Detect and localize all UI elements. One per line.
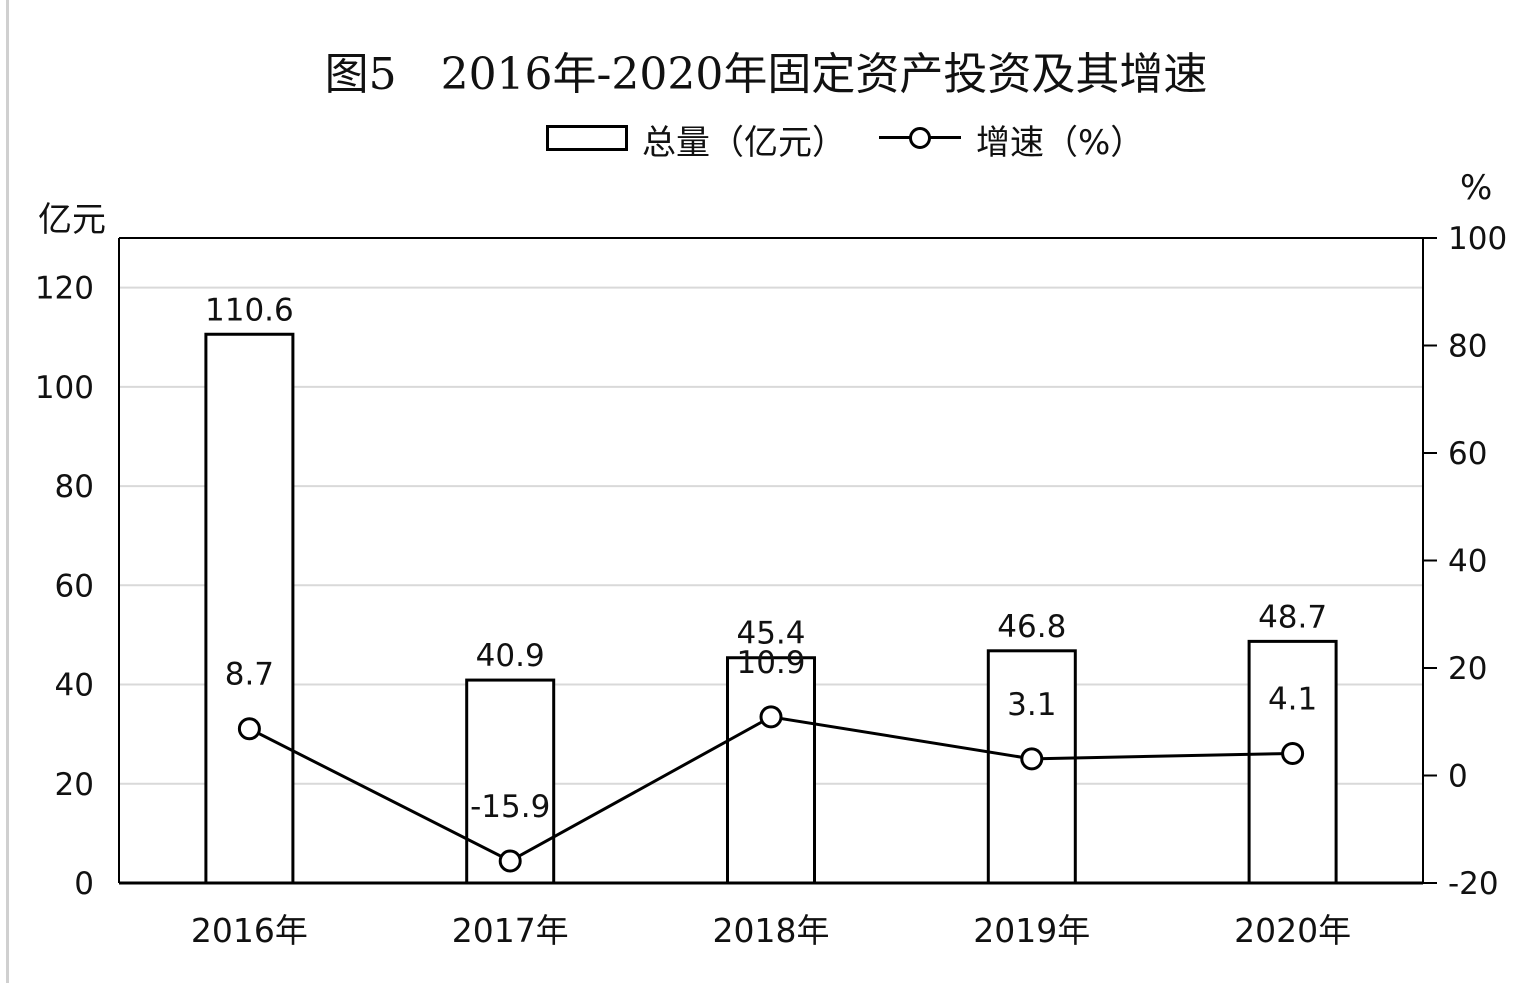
category-label: 2019年 [973,911,1090,950]
category-label: 2016年 [191,911,308,950]
bar [1247,639,1338,885]
growth-point-marker [498,849,522,873]
right-tick-label: 40 [1448,544,1487,580]
category-label: 2017年 [452,911,569,950]
left-tick-label: 100 [35,370,94,406]
left-tick-label: 0 [74,866,94,902]
growth-value-label: -15.9 [470,789,550,825]
bar-value-label: 40.9 [476,638,545,674]
growth-point-marker [1020,747,1044,771]
right-axis-unit: % [1460,168,1493,208]
bar-value-label: 48.7 [1258,599,1327,635]
right-tick-label: -20 [1448,866,1499,902]
chart-title: 图5 2016年-2020年固定资产投资及其增速 [324,49,1208,100]
right-tick-label: 0 [1448,759,1468,795]
bar-value-label: 110.6 [205,292,294,328]
right-tick-label: 20 [1448,651,1487,687]
legend-line-marker-icon [909,127,931,149]
category-label: 2020年 [1234,911,1351,950]
legend-bar-swatch [546,125,628,151]
left-border-rule [6,0,9,983]
bar-value-label: 45.4 [736,616,805,652]
growth-value-label: 10.9 [736,645,805,681]
bar [726,656,816,885]
bar [465,678,556,885]
left-tick-label: 20 [55,767,94,803]
bar-value-label: 46.8 [997,609,1066,645]
right-tick-label: 100 [1448,221,1507,257]
left-tick-label: 60 [55,568,94,604]
growth-value-label: 8.7 [225,657,274,693]
legend-bar-label: 总量（亿元） [642,123,846,163]
growth-value-label: 4.1 [1268,681,1317,717]
growth-point-marker [759,705,783,729]
left-tick-label: 80 [55,469,94,505]
left-tick-label: 120 [35,271,94,307]
left-axis-unit: 亿元 [38,200,106,240]
chart-legend: 总量（亿元） 增速（%） [0,113,1532,163]
left-tick-label: 40 [55,668,94,704]
growth-point-marker [237,717,261,741]
growth-point-marker [1281,741,1305,765]
bar [204,332,295,885]
growth-value-label: 3.1 [1007,687,1056,723]
right-tick-label: 60 [1448,436,1487,472]
category-label: 2018年 [713,911,830,950]
legend-line-label: 增速（%） [976,123,1145,163]
right-tick-label: 80 [1448,329,1487,365]
